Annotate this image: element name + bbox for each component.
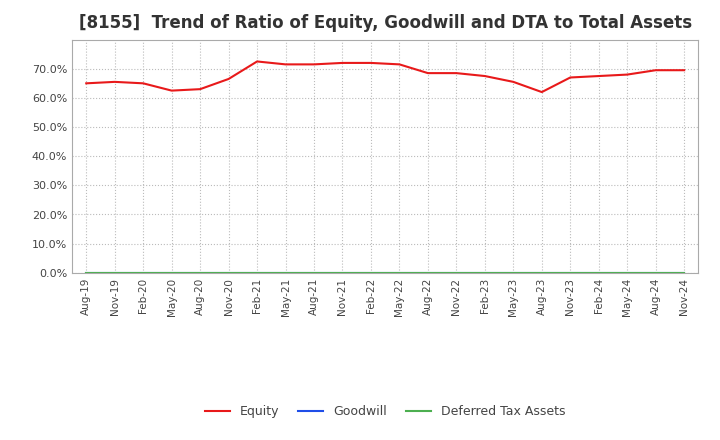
Equity (652, 68, 660, 73)
Goodwill (509, 270, 518, 275)
Title: [8155]  Trend of Ratio of Equity, Goodwill and DTA to Total Assets: [8155] Trend of Ratio of Equity, Goodwil… (78, 15, 692, 33)
Deferred Tax Assets (110, 270, 119, 275)
Goodwill (366, 270, 375, 275)
Goodwill (452, 270, 461, 275)
Equity (423, 70, 432, 76)
Deferred Tax Assets (595, 270, 603, 275)
Deferred Tax Assets (282, 270, 290, 275)
Goodwill (282, 270, 290, 275)
Equity (225, 76, 233, 81)
Equity (595, 73, 603, 79)
Deferred Tax Assets (537, 270, 546, 275)
Goodwill (310, 270, 318, 275)
Deferred Tax Assets (253, 270, 261, 275)
Equity (196, 87, 204, 92)
Deferred Tax Assets (423, 270, 432, 275)
Deferred Tax Assets (680, 270, 688, 275)
Goodwill (623, 270, 631, 275)
Goodwill (395, 270, 404, 275)
Deferred Tax Assets (509, 270, 518, 275)
Equity (338, 60, 347, 66)
Equity (139, 81, 148, 86)
Line: Equity: Equity (86, 62, 684, 92)
Equity (310, 62, 318, 67)
Deferred Tax Assets (452, 270, 461, 275)
Equity (509, 79, 518, 84)
Deferred Tax Assets (167, 270, 176, 275)
Equity (623, 72, 631, 77)
Deferred Tax Assets (395, 270, 404, 275)
Deferred Tax Assets (310, 270, 318, 275)
Goodwill (139, 270, 148, 275)
Equity (566, 75, 575, 80)
Equity (452, 70, 461, 76)
Equity (110, 79, 119, 84)
Equity (82, 81, 91, 86)
Goodwill (82, 270, 91, 275)
Goodwill (480, 270, 489, 275)
Equity (282, 62, 290, 67)
Goodwill (225, 270, 233, 275)
Equity (253, 59, 261, 64)
Deferred Tax Assets (623, 270, 631, 275)
Deferred Tax Assets (338, 270, 347, 275)
Deferred Tax Assets (139, 270, 148, 275)
Goodwill (680, 270, 688, 275)
Goodwill (253, 270, 261, 275)
Goodwill (338, 270, 347, 275)
Goodwill (110, 270, 119, 275)
Goodwill (196, 270, 204, 275)
Goodwill (566, 270, 575, 275)
Deferred Tax Assets (652, 270, 660, 275)
Goodwill (167, 270, 176, 275)
Goodwill (537, 270, 546, 275)
Deferred Tax Assets (366, 270, 375, 275)
Equity (537, 89, 546, 95)
Goodwill (423, 270, 432, 275)
Deferred Tax Assets (566, 270, 575, 275)
Equity (366, 60, 375, 66)
Goodwill (652, 270, 660, 275)
Equity (395, 62, 404, 67)
Equity (167, 88, 176, 93)
Equity (680, 68, 688, 73)
Deferred Tax Assets (480, 270, 489, 275)
Deferred Tax Assets (196, 270, 204, 275)
Deferred Tax Assets (225, 270, 233, 275)
Deferred Tax Assets (82, 270, 91, 275)
Goodwill (595, 270, 603, 275)
Legend: Equity, Goodwill, Deferred Tax Assets: Equity, Goodwill, Deferred Tax Assets (200, 400, 570, 423)
Equity (480, 73, 489, 79)
